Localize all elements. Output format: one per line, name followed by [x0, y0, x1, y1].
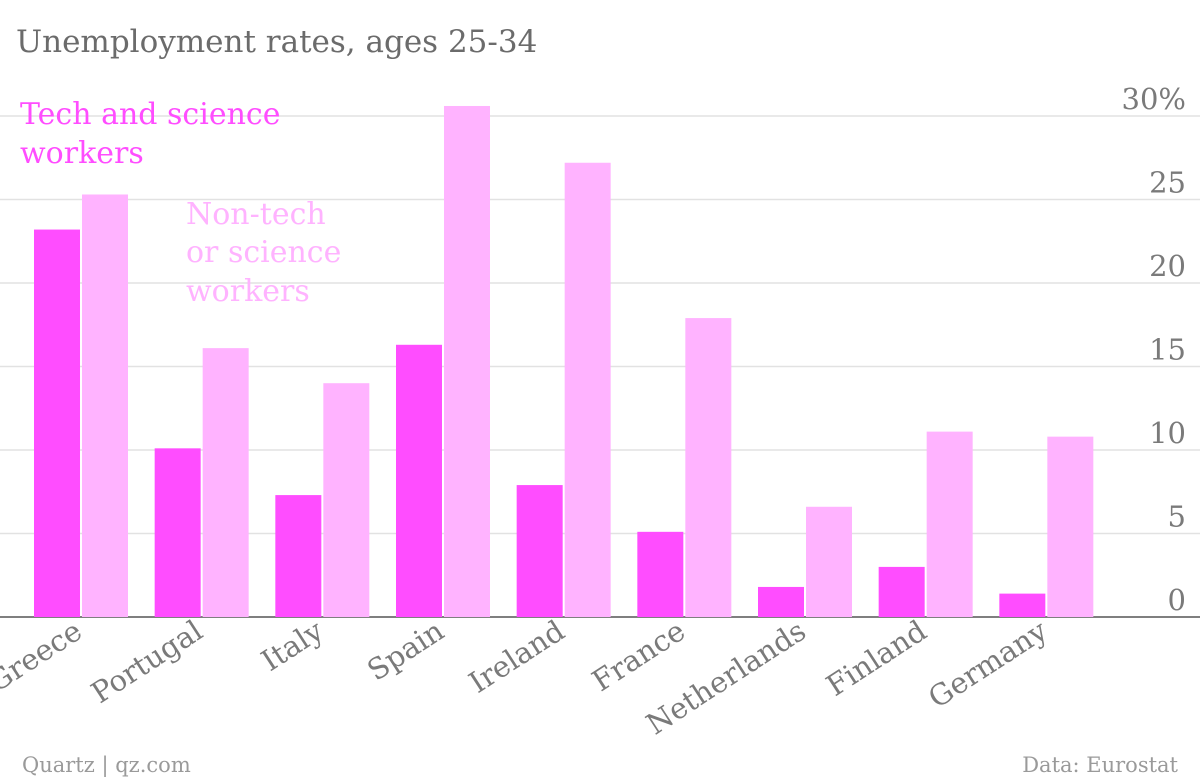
legend-tech: Tech and science workers [20, 97, 290, 171]
y-tick-label: 5 [1168, 500, 1186, 534]
y-tick-label: 15 [1149, 333, 1186, 367]
chart-title: Unemployment rates, ages 25-34 [16, 24, 537, 60]
bar-netherlands-nontech [806, 506, 852, 617]
bar-france-tech [637, 531, 684, 617]
source-right: Data: Eurostat [1022, 753, 1178, 777]
x-tick-label: Ireland [463, 613, 571, 699]
x-tick-label: Portugal [85, 613, 208, 710]
legend-nontech-line2: or science [186, 235, 341, 270]
bar-portugal-nontech [202, 348, 249, 617]
bars [34, 105, 1094, 618]
legend-tech-line2: workers [20, 136, 144, 171]
bar-finland-nontech [926, 431, 973, 617]
y-tick-label: 10 [1149, 416, 1186, 450]
bar-spain-nontech [444, 105, 490, 617]
bar-netherlands-tech [758, 586, 804, 617]
x-tick-label: Spain [361, 613, 450, 687]
bar-finland-tech [878, 566, 925, 617]
bar-italy-nontech [323, 383, 370, 617]
bar-italy-tech [275, 495, 322, 617]
source-left: Quartz | qz.com [22, 753, 191, 778]
legend-nontech-line3: workers [186, 274, 310, 309]
legend-nontech: Non-tech or science workers [186, 197, 351, 309]
x-tick-label: Italy [255, 613, 329, 678]
legend-tech-line1: Tech and science [20, 97, 280, 132]
bar-spain-tech [396, 344, 442, 617]
y-axis-ticks: 0 5 10 15 20 25 30% [1122, 82, 1186, 617]
bar-greece-tech [34, 229, 80, 617]
x-tick-label: Greece [0, 613, 88, 699]
y-tick-label: 0 [1168, 583, 1186, 617]
y-tick-label: 30% [1122, 82, 1186, 116]
y-tick-label: 25 [1149, 166, 1186, 200]
bar-germany-nontech [1047, 436, 1094, 617]
bar-france-nontech [685, 318, 732, 617]
legend-nontech-line1: Non-tech [186, 197, 326, 232]
x-tick-label: France [586, 613, 691, 698]
x-tick-label: Finland [820, 613, 932, 702]
bar-germany-tech [999, 593, 1046, 617]
bar-portugal-tech [154, 448, 201, 617]
bar-greece-nontech [82, 194, 128, 618]
bar-ireland-tech [516, 485, 563, 617]
y-tick-label: 20 [1149, 249, 1186, 283]
bar-ireland-nontech [564, 162, 611, 617]
x-tick-label: Germany [922, 613, 1053, 715]
